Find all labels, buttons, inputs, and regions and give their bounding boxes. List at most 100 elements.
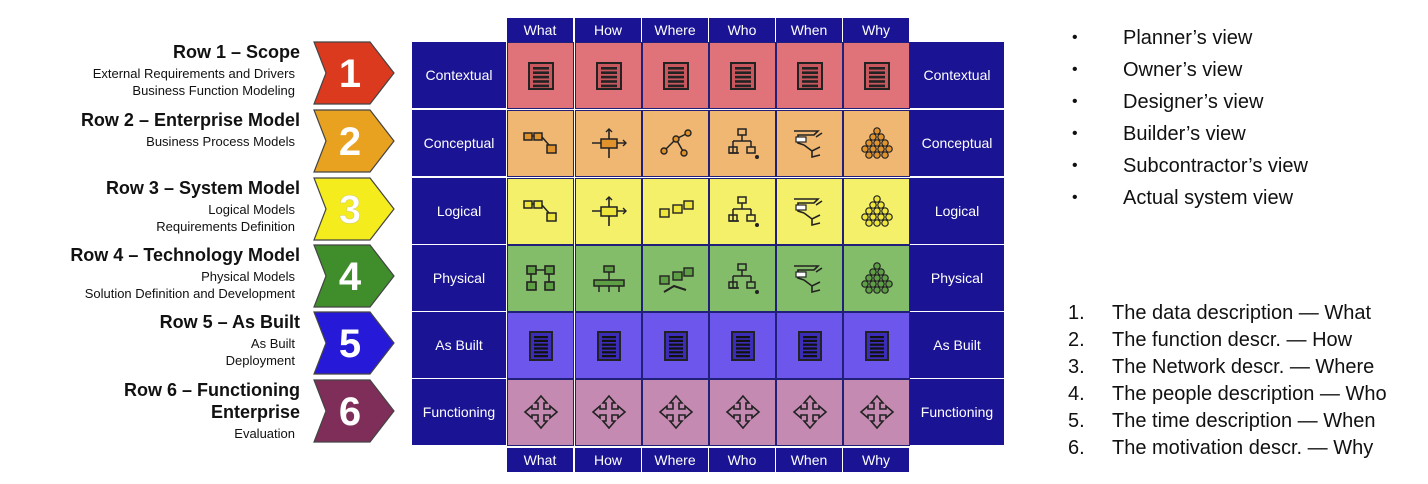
view-label: Builder’s view bbox=[1123, 123, 1246, 145]
view-label: Actual system view bbox=[1123, 187, 1294, 209]
column-header-bottom-how: How bbox=[575, 448, 641, 472]
model-icon bbox=[727, 127, 759, 159]
cross-arrows-icon bbox=[792, 394, 827, 429]
view-label: Subcontractor’s view bbox=[1123, 155, 1308, 177]
server-icon bbox=[797, 330, 822, 361]
model-icon bbox=[522, 199, 557, 222]
row-descriptions: Row 1 – Scope External Requirements and D… bbox=[0, 0, 400, 484]
cell-physical-why bbox=[843, 245, 910, 312]
cell-functioning-who bbox=[709, 379, 776, 446]
model-icon bbox=[860, 126, 893, 159]
cell-contextual-who bbox=[709, 42, 776, 109]
view-label: Owner’s view bbox=[1123, 59, 1243, 81]
model-icon bbox=[860, 261, 893, 294]
model-icon bbox=[793, 129, 822, 158]
model-icon bbox=[658, 199, 694, 218]
column-header-top-when: When bbox=[776, 18, 842, 42]
list-icon bbox=[729, 61, 756, 90]
cell-conceptual-when bbox=[776, 110, 843, 177]
server-icon bbox=[596, 330, 621, 361]
cell-contextual-when bbox=[776, 42, 843, 109]
cell-contextual-what bbox=[507, 42, 574, 109]
description-text: The motivation descr. — Why bbox=[1112, 437, 1374, 459]
cell-contextual-where bbox=[642, 42, 709, 109]
row-label-right: As Built bbox=[910, 312, 1004, 378]
list-icon bbox=[595, 61, 622, 90]
model-icon bbox=[522, 131, 557, 154]
cell-contextual-why bbox=[843, 42, 910, 109]
cell-as-built-where bbox=[642, 312, 709, 379]
row-subtitle: Logical Models bbox=[208, 202, 295, 217]
cell-physical-when bbox=[776, 245, 843, 312]
model-icon bbox=[793, 197, 822, 226]
column-header-top-why: Why bbox=[843, 18, 909, 42]
row-number: 5 bbox=[339, 322, 361, 366]
row-6-description: Row 6 – Functioning Enterprise Evaluation 6 bbox=[0, 378, 395, 444]
model-icon bbox=[860, 194, 893, 227]
row-title: Row 5 – As Built bbox=[159, 312, 300, 332]
row-number: 1 bbox=[339, 52, 361, 96]
view-label: Designer’s view bbox=[1123, 91, 1264, 113]
row-label-left: As Built bbox=[412, 312, 506, 378]
row-4-description: Row 4 – Technology Model Physical Models S… bbox=[0, 243, 395, 309]
row-number: 3 bbox=[339, 188, 361, 232]
view-label: Planner’s view bbox=[1123, 27, 1253, 49]
row-number: 4 bbox=[339, 255, 362, 299]
cell-physical-who bbox=[709, 245, 776, 312]
row-number: 6 bbox=[339, 390, 361, 434]
row-5-description: Row 5 – As Built As Built Deployment 5 bbox=[0, 310, 395, 376]
cell-functioning-how bbox=[575, 379, 642, 446]
description-number: 4. bbox=[1068, 383, 1085, 405]
column-header-bottom-who: Who bbox=[709, 448, 775, 472]
row-3-description: Row 3 – System Model Logical Models Requir… bbox=[0, 176, 395, 242]
model-icon bbox=[591, 195, 627, 226]
model-icon bbox=[659, 128, 692, 157]
row-subtitle: External Requirements and Drivers bbox=[92, 66, 295, 81]
row-number-badge: 4 bbox=[312, 243, 396, 308]
cross-arrows-icon bbox=[725, 394, 760, 429]
list-icon bbox=[796, 61, 823, 90]
model-icon bbox=[525, 264, 555, 291]
cell-physical-what bbox=[507, 245, 574, 312]
description-text: The time description — When bbox=[1112, 410, 1376, 432]
server-icon bbox=[730, 330, 755, 361]
cell-conceptual-who bbox=[709, 110, 776, 177]
column-header-top-where: Where bbox=[642, 18, 708, 42]
cell-functioning-when bbox=[776, 379, 843, 446]
row-label-right: Conceptual bbox=[910, 110, 1004, 176]
column-header-top-how: How bbox=[575, 18, 641, 42]
row-title: Row 4 – Technology Model bbox=[70, 245, 300, 265]
cell-logical-who bbox=[709, 178, 776, 245]
row-subtitle: Requirements Definition bbox=[156, 219, 295, 234]
row-title: Row 1 – Scope bbox=[172, 42, 300, 62]
row-subtitle: Solution Definition and Development bbox=[84, 286, 295, 301]
row-label-left: Logical bbox=[412, 178, 506, 244]
cross-arrows-icon bbox=[523, 394, 558, 429]
row-number-badge: 1 bbox=[312, 40, 396, 105]
cell-functioning-why bbox=[843, 379, 910, 446]
cell-as-built-when bbox=[776, 312, 843, 379]
row-subtitle: Deployment bbox=[225, 353, 295, 368]
cross-arrows-icon bbox=[859, 394, 894, 429]
cell-logical-when bbox=[776, 178, 843, 245]
row-label-left: Contextual bbox=[412, 42, 506, 108]
zachman-grid: What How Where Who When Why What How Where Who Whe… bbox=[412, 18, 1004, 473]
column-header-bottom-when: When bbox=[776, 448, 842, 472]
bullet-icon: • bbox=[1072, 157, 1078, 174]
row-subtitle: As Built bbox=[250, 336, 295, 351]
model-icon bbox=[658, 266, 694, 293]
row-number-badge: 3 bbox=[312, 176, 396, 241]
cell-as-built-how bbox=[575, 312, 642, 379]
row-1-description: Row 1 – Scope External Requirements and D… bbox=[0, 40, 395, 106]
description-text: The Network descr. — Where bbox=[1112, 356, 1375, 378]
cell-conceptual-why bbox=[843, 110, 910, 177]
model-icon bbox=[727, 195, 759, 227]
cell-conceptual-what bbox=[507, 110, 574, 177]
row-subtitle: Physical Models bbox=[201, 269, 295, 284]
cell-logical-how bbox=[575, 178, 642, 245]
description-number: 1. bbox=[1068, 302, 1085, 324]
row-subtitle: Business Function Modeling bbox=[132, 83, 295, 98]
cross-arrows-icon bbox=[658, 394, 693, 429]
list-icon bbox=[527, 61, 554, 90]
cell-functioning-where bbox=[642, 379, 709, 446]
